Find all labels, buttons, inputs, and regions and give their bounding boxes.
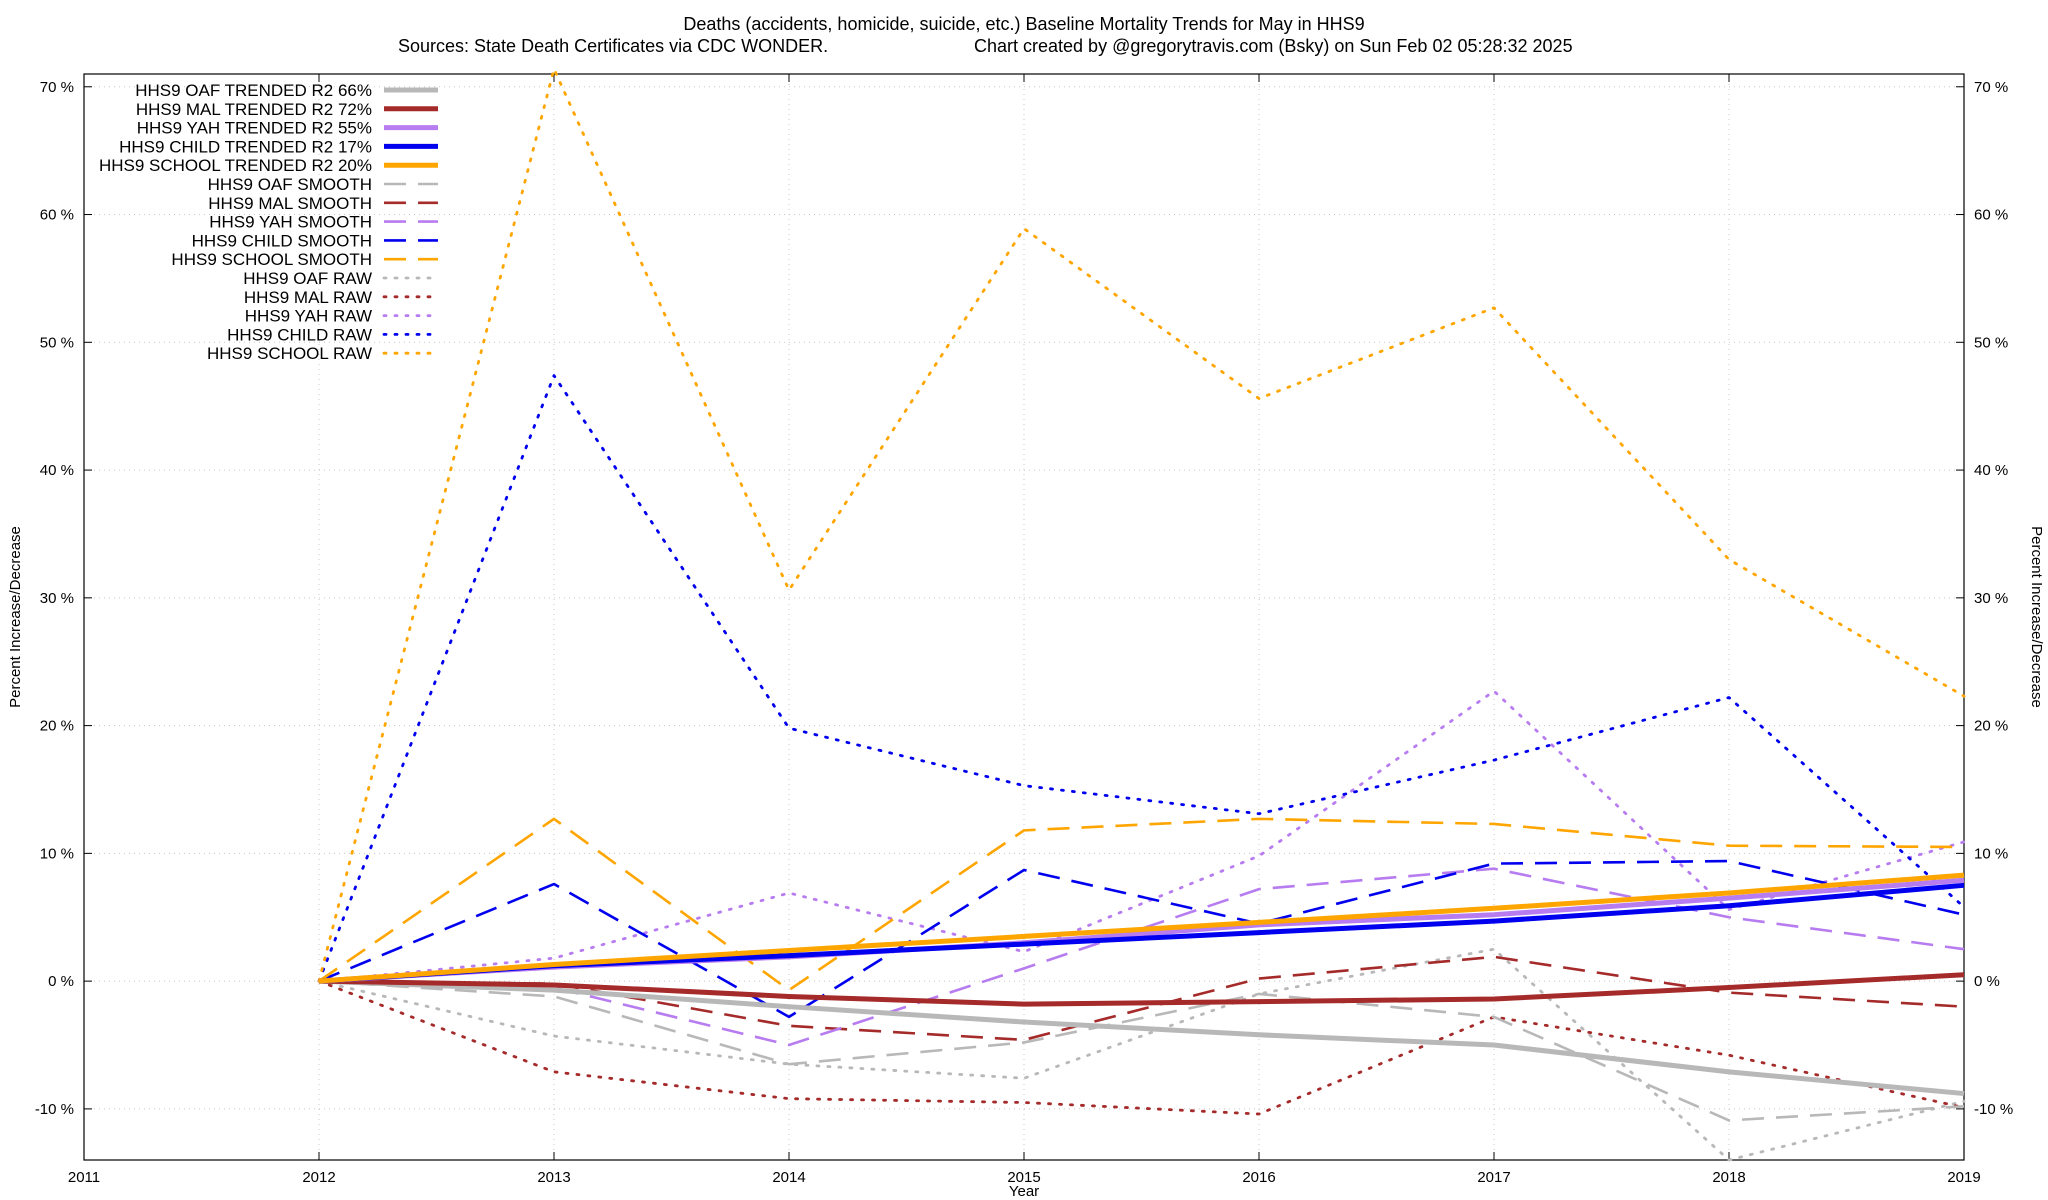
legend-label-hhs9-mal-trended: HHS9 MAL TRENDED R2 72% [136,100,372,119]
legend-label-hhs9-child-trended: HHS9 CHILD TRENDED R2 17% [119,137,372,156]
series-line-hhs9-child-smooth [318,859,1965,1019]
series-line-hhs9-yah-raw [317,689,1966,983]
y-tick-label-right: -10 % [1974,1101,2013,1118]
series-line-hhs9-oaf-raw [317,947,1966,1162]
legend-label-hhs9-yah-smooth: HHS9 YAH SMOOTH [209,213,372,232]
y-tick-label-left: 60 % [40,207,74,224]
x-axis-title: Year [1009,1183,1039,1200]
legend-label-hhs9-school-trended: HHS9 SCHOOL TRENDED R2 20% [99,156,372,175]
x-tick-label: 2012 [302,1169,335,1186]
y-tick-label-right: 40 % [1974,462,2008,479]
x-tick-label: 2011 [68,1169,100,1186]
series-line-hhs9-school-raw [317,67,1966,983]
series-line-hhs9-mal-trended [318,972,1965,1007]
legend-label-hhs9-yah-trended: HHS9 YAH TRENDED R2 55% [137,119,372,138]
y-tick-label-left: 40 % [40,462,74,479]
legend-label-hhs9-school-smooth: HHS9 SCHOOL SMOOTH [171,250,372,269]
y-tick-label-right: 30 % [1974,590,2008,607]
legend-label-hhs9-oaf-raw: HHS9 OAF RAW [243,269,372,288]
series-line-hhs9-oaf-trended [318,978,1965,1097]
series-layer [317,67,1966,1162]
legend-label-hhs9-yah-raw: HHS9 YAH RAW [245,307,372,326]
x-tick-label: 2014 [772,1169,805,1186]
x-tick-label: 2015 [1007,1169,1040,1186]
y-tick-label-left: 0 % [48,973,74,990]
legend: HHS9 OAF TRENDED R2 66%HHS9 MAL TRENDED … [99,81,440,363]
x-tick-label: 2018 [1712,1169,1745,1186]
y-tick-label-left: 20 % [40,718,74,735]
y-tick-label-right: 70 % [1974,79,2008,96]
y-tick-label-right: 50 % [1974,334,2008,351]
legend-label-hhs9-child-smooth: HHS9 CHILD SMOOTH [192,231,372,250]
legend-label-hhs9-mal-raw: HHS9 MAL RAW [244,288,372,307]
x-tick-label: 2017 [1477,1169,1510,1186]
axis-ticks: 2011 2012 2013 2014 2015 2016 2017 2018 2019 -10 … [35,74,2013,1186]
x-tick-label: 2016 [1242,1169,1275,1186]
legend-label-hhs9-oaf-smooth: HHS9 OAF SMOOTH [208,175,372,194]
y-axis-title-left: Percent Increase/Decrease [7,526,24,708]
y-axis-title-right: Percent Increase/Decrease [2028,526,2045,708]
y-tick-label-right: 60 % [1974,207,2008,224]
series-line-hhs9-school-trended [318,872,1965,984]
series-line-hhs9-child-raw [317,374,1966,983]
legend-label-hhs9-oaf-trended: HHS9 OAF TRENDED R2 66% [135,81,372,100]
y-tick-label-right: 10 % [1974,845,2008,862]
chart-subtitle-credit: Chart created by @gregorytravis.com (Bsk… [974,36,1573,56]
y-tick-label-left: 70 % [40,79,74,96]
y-tick-label-left: -10 % [35,1101,74,1118]
chart-title: Deaths (accidents, homicide, suicide, et… [683,14,1364,34]
legend-label-hhs9-child-raw: HHS9 CHILD RAW [227,325,372,344]
legend-label-hhs9-mal-smooth: HHS9 MAL SMOOTH [208,194,372,213]
grid-lines [84,74,1964,1160]
x-tick-label: 2013 [537,1169,570,1186]
y-tick-label-right: 20 % [1974,718,2008,735]
y-tick-label-left: 30 % [40,590,74,607]
x-tick-label: 2019 [1947,1169,1980,1186]
y-tick-label-left: 50 % [40,334,74,351]
series-line-hhs9-oaf-smooth [318,979,1965,1122]
legend-label-hhs9-school-raw: HHS9 SCHOOL RAW [207,344,372,363]
chart-subtitle-source: Sources: State Death Certificates via CD… [398,36,828,56]
y-tick-label-right: 0 % [1974,973,2000,990]
y-tick-label-left: 10 % [40,845,74,862]
